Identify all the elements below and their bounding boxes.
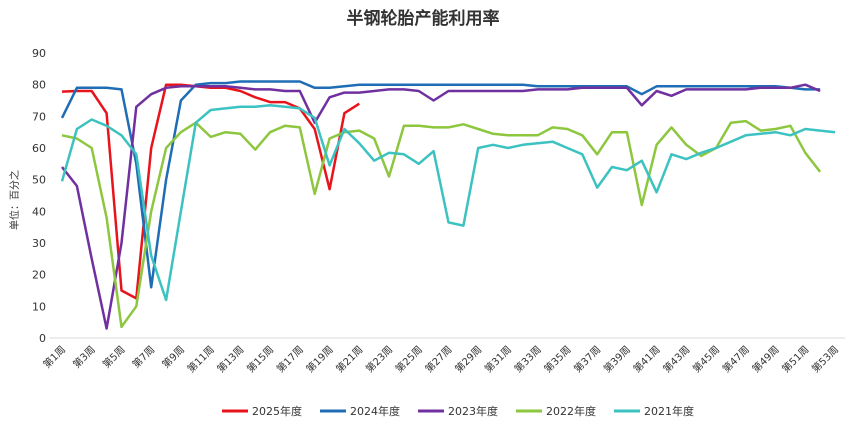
x-tick-label: 第51周	[779, 343, 811, 375]
legend-label: 2021年度	[644, 404, 694, 418]
x-tick-label: 第25周	[393, 343, 425, 375]
x-tick-label: 第33周	[511, 343, 543, 375]
series-line	[61, 83, 821, 330]
x-tick-label: 第31周	[482, 343, 514, 375]
x-tick-label: 第47周	[720, 343, 752, 375]
x-tick-label: 第11周	[184, 343, 216, 375]
legend-label: 2025年度	[252, 404, 302, 418]
x-tick-label: 第45周	[690, 343, 722, 375]
x-tick-label: 第13周	[214, 343, 246, 375]
x-tick-label: 第23周	[363, 343, 395, 375]
x-tick-label: 第37周	[571, 343, 603, 375]
x-tick-label: 第7周	[129, 343, 157, 371]
x-tick-label: 第29周	[452, 343, 484, 375]
x-tick-label: 第5周	[100, 343, 128, 371]
y-tick-label: 10	[32, 300, 46, 313]
x-tick-label: 第17周	[274, 343, 306, 375]
y-tick-label: 0	[39, 332, 46, 345]
y-tick-label: 70	[32, 110, 46, 123]
x-tick-label: 第27周	[422, 343, 454, 375]
x-tick-label: 第35周	[541, 343, 573, 375]
legend-label: 2023年度	[448, 404, 498, 418]
series-line	[61, 119, 822, 329]
x-tick-label: 第49周	[749, 343, 781, 375]
y-tick-label: 50	[32, 174, 46, 187]
x-tick-label: 第21周	[333, 343, 365, 375]
x-tick-label: 第41周	[630, 343, 662, 375]
x-tick-label: 第1周	[40, 343, 68, 371]
legend-label: 2022年度	[546, 404, 596, 418]
x-tick-label: 第53周	[809, 343, 841, 375]
y-tick-label: 20	[32, 269, 46, 282]
x-tick-label: 第19周	[303, 343, 335, 375]
x-tick-label: 第15周	[244, 343, 276, 375]
x-tick-label: 第39周	[601, 343, 633, 375]
x-tick-label: 第3周	[70, 343, 98, 371]
y-tick-label: 60	[32, 142, 46, 155]
x-tick-label: 第43周	[660, 343, 692, 375]
x-tick-label: 第9周	[159, 343, 187, 371]
series-line	[61, 83, 360, 300]
series-line	[60, 80, 821, 289]
y-tick-label: 80	[32, 79, 46, 92]
y-axis-label: 单位：百分之	[8, 170, 21, 230]
y-tick-label: 90	[32, 47, 46, 60]
y-tick-label: 30	[32, 237, 46, 250]
series-line	[60, 104, 836, 302]
legend-label: 2024年度	[350, 404, 400, 418]
chart-title: 半钢轮胎产能利用率	[347, 8, 500, 29]
y-tick-label: 40	[32, 205, 46, 218]
